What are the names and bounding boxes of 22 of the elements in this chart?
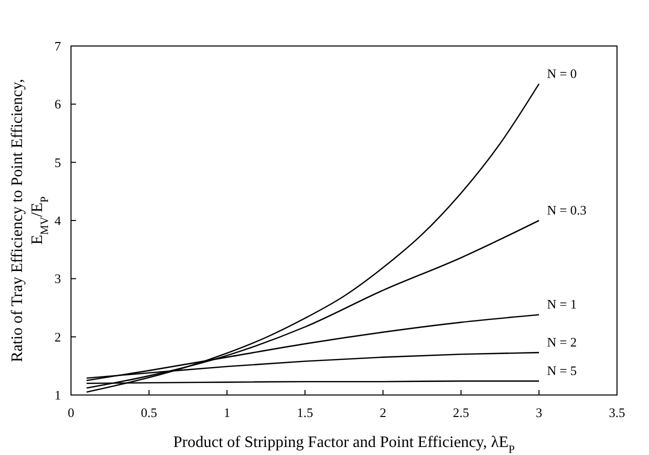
x-tick-label: 0 — [68, 405, 74, 420]
y-tick-label: 6 — [54, 96, 62, 112]
series-label: N = 0.3 — [547, 202, 586, 218]
series-label: N = 0 — [547, 66, 577, 81]
y-tick-label: 5 — [54, 154, 61, 170]
x-tick-label: 1 — [224, 405, 230, 420]
line-series — [86, 83, 540, 393]
y-tick-label: 2 — [54, 329, 61, 344]
x-tick-label: 3 — [536, 405, 542, 420]
y-tick-label: 4 — [54, 213, 62, 228]
x-tick-label: 3.5 — [608, 405, 626, 420]
series-label: N = 1 — [547, 296, 577, 312]
x-tick-label: 2 — [380, 405, 386, 420]
y-tick-label: 3 — [54, 271, 61, 286]
x-tick-label: 1.5 — [296, 405, 314, 420]
series-label: N = 5 — [547, 363, 577, 378]
x-tick-label: 2.5 — [452, 405, 470, 420]
x-axis-title: Product of Stripping Factor and Point Efficiency, λE$_{P}$ — [173, 434, 515, 455]
y-tick-label: 1 — [54, 388, 61, 402]
x-tick-label: 0.5 — [140, 405, 158, 420]
y-tick-label: 7 — [54, 38, 62, 54]
series-label: N = 2 — [547, 334, 577, 350]
